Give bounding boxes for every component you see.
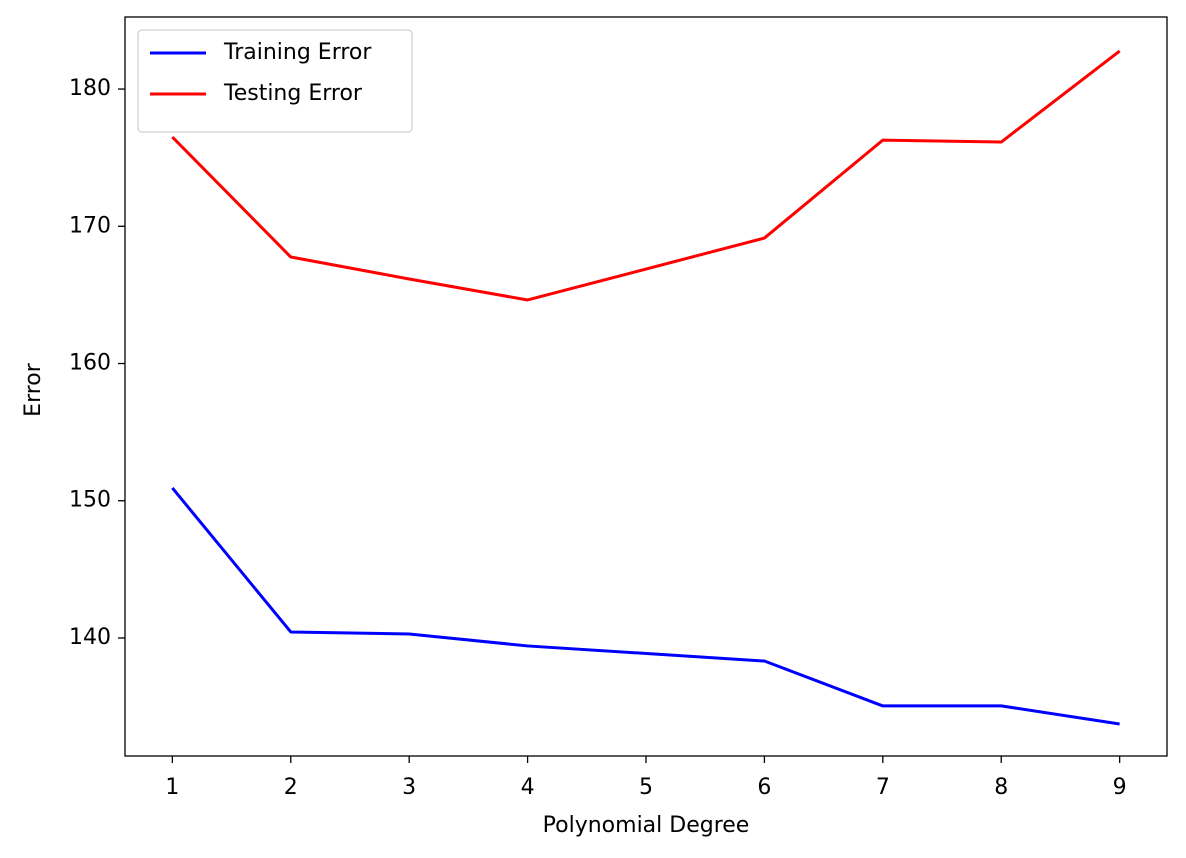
legend-label: Training Error (223, 40, 372, 65)
x-tick-label: 7 (876, 775, 890, 800)
x-tick-label: 8 (994, 775, 1008, 800)
x-tick-label: 4 (521, 775, 535, 800)
x-tick-label: 5 (639, 775, 653, 800)
legend: Training Error Testing Error (137, 29, 413, 133)
legend-label: Testing Error (223, 81, 363, 106)
y-tick-label: 160 (69, 351, 111, 376)
x-tick-label: 6 (757, 775, 771, 800)
x-tick-label: 2 (284, 775, 298, 800)
x-axis-label: Polynomial Degree (543, 813, 750, 838)
plot-frame (124, 16, 1168, 757)
y-tick-label: 140 (69, 625, 111, 650)
x-tick-label: 3 (402, 775, 416, 800)
legend-box (137, 29, 413, 133)
y-tick-label: 170 (69, 213, 111, 238)
x-tick-label: 9 (1113, 775, 1127, 800)
data-line (171, 49, 1121, 302)
x-tick-label: 1 (165, 775, 179, 800)
y-tick-label: 180 (69, 76, 111, 101)
y-axis-label: Error (21, 362, 46, 417)
y-tick-label: 150 (69, 488, 111, 513)
data-line (171, 487, 1120, 726)
